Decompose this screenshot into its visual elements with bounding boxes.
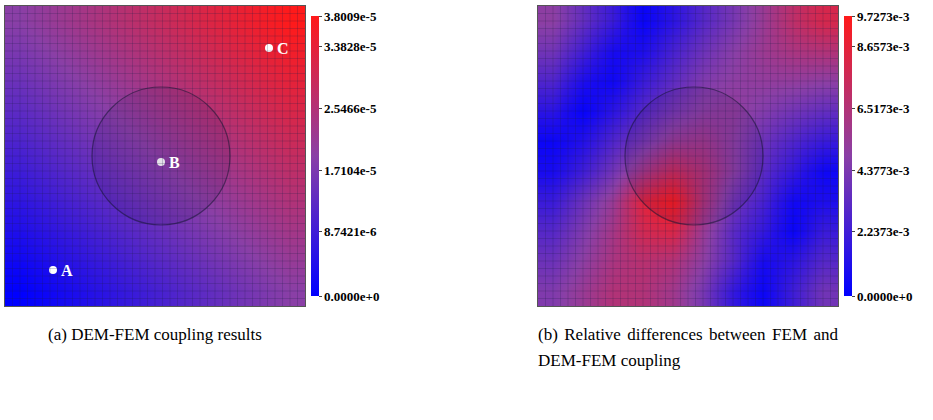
svg-text:0.0000e+0: 0.0000e+0 — [857, 289, 912, 304]
svg-text:3.3828e-5: 3.3828e-5 — [324, 39, 377, 54]
svg-text:1.7104e-5: 1.7104e-5 — [324, 163, 377, 178]
svg-text:9.7273e-3: 9.7273e-3 — [857, 9, 910, 24]
svg-text:A: A — [61, 262, 73, 279]
svg-text:3.8009e-5: 3.8009e-5 — [324, 9, 377, 24]
svg-text:2.5466e-5: 2.5466e-5 — [324, 101, 377, 116]
svg-text:6.5173e-3: 6.5173e-3 — [857, 101, 910, 116]
html-text:(b) Relative differences betwe: (b) Relative differences between FEM and… — [538, 325, 838, 370]
svg-text:0.0000e+0: 0.0000e+0 — [324, 289, 379, 304]
svg-text:8.6573e-3: 8.6573e-3 — [857, 39, 910, 54]
svg-text:C: C — [277, 40, 289, 57]
svg-text:B: B — [169, 154, 180, 171]
svg-text:4.3773e-3: 4.3773e-3 — [857, 163, 910, 178]
html-text:(a) DEM-FEM coupling results: (a) DEM-FEM coupling results — [48, 325, 262, 344]
svg-text:8.7421e-6: 8.7421e-6 — [324, 224, 377, 239]
svg-text:2.2373e-3: 2.2373e-3 — [857, 224, 910, 239]
